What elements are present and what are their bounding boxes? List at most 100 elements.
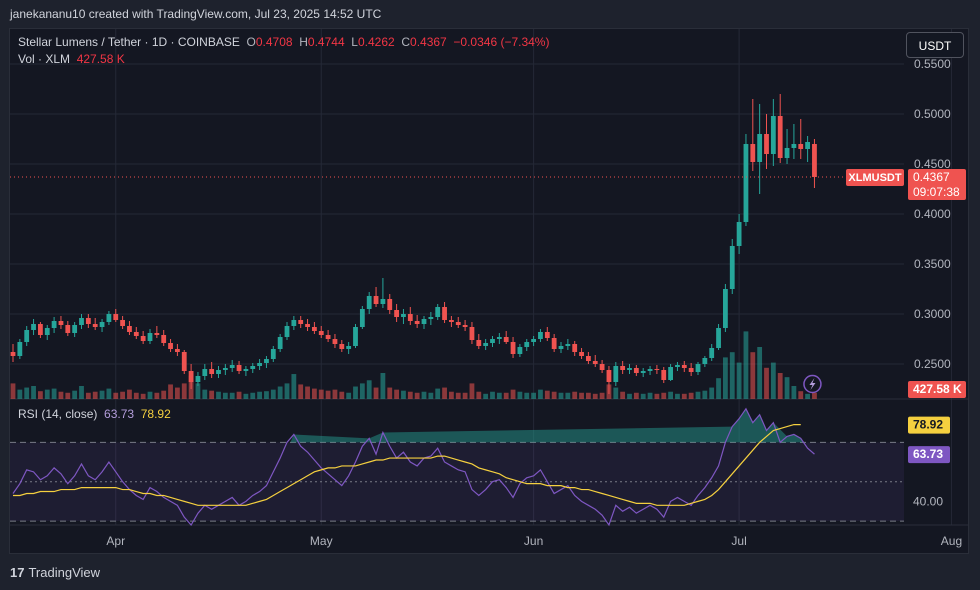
candle-body: [435, 307, 441, 317]
volume-bar: [106, 388, 112, 399]
volume-legend: Vol · XLM 427.58 K: [18, 52, 125, 66]
volume-bar: [133, 392, 139, 399]
price-tick-label: 0.4500: [914, 157, 951, 171]
volume-bar: [654, 393, 660, 399]
candle-body: [709, 348, 715, 358]
volume-bar: [640, 393, 646, 399]
volume-bar: [31, 386, 36, 399]
rsi-ma-value: 78.92: [140, 407, 171, 421]
high-value: 0.4744: [307, 35, 345, 49]
candle-body: [558, 346, 564, 349]
volume-bar: [709, 387, 715, 399]
candle-body: [462, 325, 468, 327]
candle-body: [613, 366, 619, 382]
candle-body: [181, 352, 187, 371]
volume-bar: [359, 383, 365, 399]
candle-body: [442, 307, 447, 320]
volume-bar: [647, 392, 653, 399]
volume-bar: [222, 392, 228, 399]
candle-body: [17, 342, 23, 356]
volume-bar: [675, 393, 680, 399]
candle-body: [483, 343, 489, 346]
volume-bar: [538, 389, 543, 399]
candle-body: [51, 321, 57, 328]
candle-body: [510, 342, 516, 354]
candle-body: [592, 361, 598, 364]
volume-bar: [318, 389, 324, 399]
volume-bar: [195, 383, 201, 399]
candle-body: [681, 365, 687, 368]
rsi-value: 63.73: [104, 407, 135, 421]
candle-body: [243, 369, 249, 371]
candle-body: [572, 344, 578, 352]
candle-body: [777, 116, 783, 158]
volume-bar: [449, 391, 454, 399]
candle-body: [695, 364, 701, 372]
volume-bar: [777, 373, 783, 399]
volume-bar: [784, 377, 790, 399]
rsi-ma-tag: [908, 416, 950, 434]
volume-label[interactable]: Vol · XLM: [18, 52, 71, 66]
volume-bar: [401, 390, 406, 399]
volume-bar: [79, 386, 84, 399]
candle-body: [133, 332, 139, 336]
low-label: L: [351, 35, 358, 49]
volume-bar: [414, 392, 420, 399]
symbol-legend: Stellar Lumens / Tether · 1D · COINBASE …: [18, 35, 549, 49]
candle-body: [92, 324, 98, 327]
volume-bar: [770, 362, 776, 399]
candle-body: [339, 344, 345, 349]
volume-bar: [38, 391, 43, 399]
volume-bar: [435, 388, 441, 399]
candle-body: [277, 337, 283, 349]
volume-bar: [51, 388, 57, 399]
volume-bar: [476, 391, 482, 399]
candle-body: [586, 356, 591, 361]
rsi-overbought-fill: [290, 408, 805, 443]
volume-bar: [380, 373, 386, 399]
volume-bar: [469, 383, 475, 399]
rsi-label[interactable]: RSI (14, close): [18, 407, 98, 421]
volume-bar: [99, 390, 105, 399]
countdown-text: 09:07:38: [913, 185, 960, 199]
candle-body: [668, 367, 673, 380]
chart-canvas[interactable]: 0.5500 0.5000 0.4500 0.4000 0.3500 0.3000 0.25…: [10, 29, 968, 553]
volume-bar: [113, 392, 119, 399]
price-tick-label: 0.3000: [914, 307, 951, 321]
volume-bar: [181, 383, 187, 399]
candle-body: [606, 370, 612, 382]
candle-body: [716, 328, 721, 348]
volume-bar: [92, 391, 98, 399]
currency-button[interactable]: USDT: [906, 32, 964, 58]
candle-body: [633, 368, 639, 373]
candle-body: [620, 366, 626, 370]
volume-bar: [723, 357, 728, 399]
tradingview-logo-icon: 17: [10, 565, 25, 580]
candle-body: [490, 339, 495, 343]
volume-bar: [298, 384, 304, 399]
candle-body: [476, 340, 482, 346]
candle-body: [407, 314, 413, 321]
chart-panel[interactable]: 0.5500 0.5000 0.4500 0.4000 0.3500 0.3000 0.25…: [9, 28, 969, 554]
volume-bar: [264, 391, 269, 399]
candle-body: [805, 142, 810, 149]
rsi-tag: [908, 446, 950, 464]
candle-body: [140, 336, 146, 341]
candle-body: [414, 321, 420, 324]
candle-body: [216, 370, 221, 374]
candle-body: [209, 369, 215, 374]
volume-bar: [373, 387, 379, 399]
volume-bar: [17, 389, 23, 399]
symbol-title[interactable]: Stellar Lumens / Tether · 1D · COINBASE: [18, 35, 240, 49]
volume-bar: [757, 347, 763, 399]
candle-body: [99, 322, 105, 327]
time-tick-label: Apr: [106, 534, 125, 548]
tradingview-brand[interactable]: 17 TradingView: [10, 565, 100, 580]
price-tick-label: 0.4000: [914, 207, 951, 221]
candle-body: [79, 318, 84, 325]
candle-body: [38, 324, 43, 335]
open-label: O: [246, 35, 256, 49]
candle-body: [394, 310, 399, 317]
candle-body: [72, 325, 78, 333]
volume-bar: [764, 367, 769, 399]
